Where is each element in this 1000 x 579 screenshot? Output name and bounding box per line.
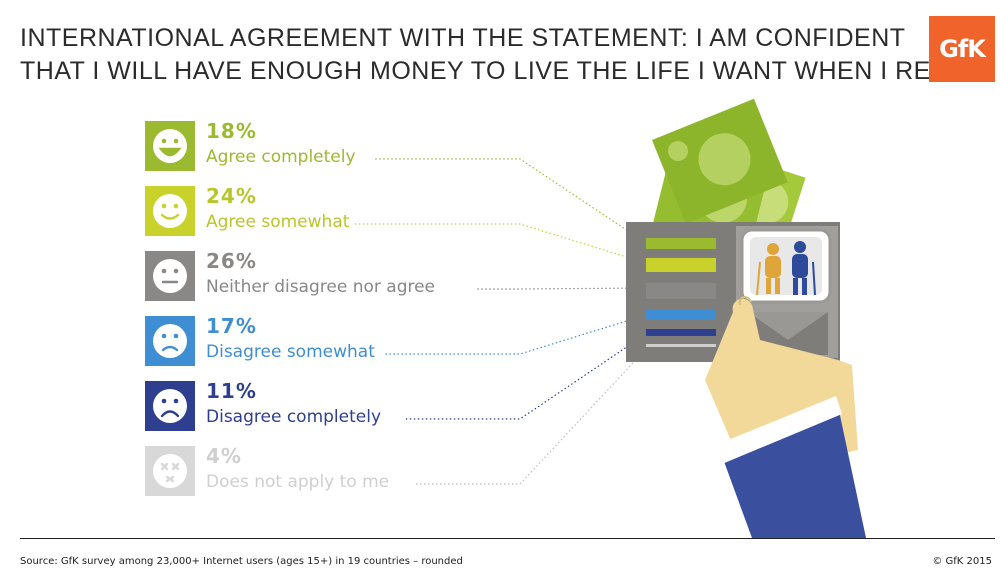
category-label: Disagree completely	[206, 407, 382, 427]
percent-label: 26%	[206, 249, 257, 273]
neutral-face-icon	[145, 251, 195, 301]
category-label: Disagree somewhat	[206, 342, 375, 362]
percent-label: 4%	[206, 444, 242, 468]
percent-label: 18%	[206, 119, 257, 143]
leader-lines	[354, 158, 647, 485]
wallet-stripe	[646, 283, 716, 299]
category-label: Agree completely	[206, 147, 356, 167]
leader-line	[354, 223, 647, 264]
sleeve	[722, 406, 866, 538]
gfk-logo: GfK	[929, 16, 995, 82]
category-label: Neither disagree nor agree	[206, 277, 436, 297]
sad-face-icon	[145, 316, 195, 366]
title-line-1: INTERNATIONAL AGREEMENT WITH THE STATEME…	[20, 24, 906, 52]
percent-label: 24%	[206, 184, 257, 208]
laugh-face-icon	[145, 121, 195, 171]
source-note: Source: GfK survey among 23,000+ Interne…	[20, 556, 463, 567]
frown-face-icon	[145, 381, 195, 431]
wallet-stripe	[646, 258, 716, 272]
leader-line	[385, 314, 647, 355]
leader-line	[416, 348, 647, 485]
wallet-stripe	[646, 344, 716, 347]
cross-face-icon	[145, 446, 195, 496]
leader-line	[375, 158, 647, 244]
wallet-stripes	[646, 238, 716, 347]
category-label: Agree somewhat	[206, 212, 350, 232]
wallet-stripe	[646, 329, 716, 336]
category-label: Does not apply to me	[206, 472, 390, 492]
leader-line	[477, 287, 647, 290]
leader-line	[405, 333, 647, 420]
copyright: © GfK 2015	[932, 556, 992, 567]
percent-label: 17%	[206, 314, 257, 338]
smile-face-icon	[145, 186, 195, 236]
divider	[20, 538, 995, 539]
wallet-stripe	[646, 238, 716, 249]
title-line-2: THAT I WILL HAVE ENOUGH MONEY TO LIVE TH…	[20, 57, 990, 85]
percent-label: 11%	[206, 379, 257, 403]
wallet-stripe	[646, 310, 716, 320]
